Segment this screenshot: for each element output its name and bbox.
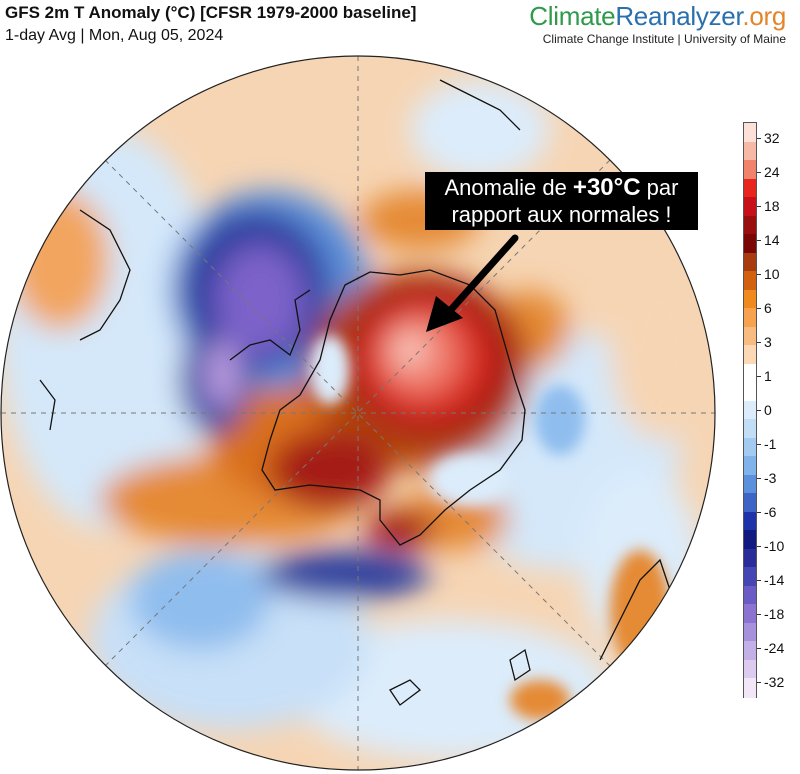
colorbar-tick-mark (757, 614, 761, 615)
colorbar-tick-label: 10 (764, 266, 780, 282)
colorbar-cell (744, 548, 756, 568)
colorbar-tick-mark (757, 648, 761, 649)
colorbar-tick-label: 6 (764, 300, 772, 316)
colorbar-cell (744, 123, 756, 143)
colorbar-tick-label: -3 (764, 470, 777, 486)
colorbar-cell (744, 659, 756, 680)
anomaly-blobs (1, 80, 710, 760)
colorbar-tick-mark (757, 546, 761, 547)
globe-outline (0, 55, 716, 771)
colorbar-cell (744, 567, 756, 587)
colorbar-tick-mark (757, 376, 761, 377)
colorbar-cell (744, 178, 756, 198)
colorbar-tick-mark (757, 682, 761, 683)
annotation-arrow (426, 234, 519, 332)
brand-subline: Climate Change Institute | University of… (542, 32, 786, 46)
colorbar-tick-label: 24 (764, 164, 780, 180)
colorbar-tick-mark (757, 274, 761, 275)
colorbar-cell (744, 234, 756, 254)
colorbar-tick-label: 18 (764, 198, 780, 214)
colorbar-tick-label: 3 (764, 334, 772, 350)
colorbar-cell (744, 289, 756, 309)
annotation-prefix: Anomalie de (444, 175, 573, 200)
colorbar-tick-label: -14 (764, 572, 785, 588)
colorbar-tick-mark (757, 342, 761, 343)
colorbar-tick-label: 32 (764, 130, 780, 146)
colorbar-cell (744, 511, 756, 531)
annotation-line2: rapport aux normales ! (451, 202, 672, 227)
brand-org: .org (742, 1, 786, 31)
colorbar-cell (744, 419, 756, 439)
colorbar-tick-label: -18 (764, 606, 785, 622)
colorbar-tick-mark (757, 206, 761, 207)
colorbar-cell (744, 493, 756, 513)
colorbar-cell (744, 141, 756, 161)
colorbar-cell (744, 308, 756, 328)
colorbar-tick-label: 0 (764, 402, 772, 418)
colorbar-cell (744, 382, 756, 402)
colorbar-cell (744, 604, 756, 624)
colorbar-cell (744, 622, 756, 643)
colorbar-cell (744, 160, 756, 180)
colorbar-cell (744, 326, 756, 346)
colorbar-tick-label: -6 (764, 504, 777, 520)
colorbar-cell (744, 197, 756, 217)
colorbar-cell (744, 345, 756, 365)
colorbar-cell (744, 437, 756, 457)
colorbar-tick-mark (757, 240, 761, 241)
colorbar-tick-mark (757, 580, 761, 581)
colorbar-cell (744, 585, 756, 605)
colorbar-tick-label: -10 (764, 538, 785, 554)
colorbar-tick-label: -24 (764, 640, 785, 656)
brand-logo[interactable]: ClimateReanalyzer.org (529, 1, 786, 32)
map-subtitle: 1-day Avg | Mon, Aug 05, 2024 (5, 27, 224, 44)
colorbar-tick-mark (757, 172, 761, 173)
graticule (1, 56, 715, 770)
colorbar-tick-mark (757, 410, 761, 411)
colorbar-cell (744, 678, 756, 698)
annotation-callout: Anomalie de +30°C par rapport aux normal… (425, 172, 698, 230)
colorbar-cell (744, 530, 756, 550)
colorbar-cell (744, 215, 756, 235)
colorbar-tick-mark (757, 444, 761, 445)
colorbar-tick-mark (757, 512, 761, 513)
colorbar-tick-label: 1 (764, 368, 772, 384)
colorbar-cell (744, 641, 756, 661)
colorbar-cell (744, 474, 756, 494)
colorbar-tick-label: 14 (764, 232, 780, 248)
colorbar-tick-mark (757, 308, 761, 309)
colorbar-cell (744, 400, 756, 420)
colorbar-tick-mark (757, 478, 761, 479)
colorbar-tick-mark (757, 138, 761, 139)
colorbar (743, 122, 757, 698)
colorbar-tick-label: -1 (764, 436, 777, 452)
colorbar-cell (744, 456, 756, 476)
colorbar-cell (744, 252, 756, 272)
brand-reanalyzer: Reanalyzer (615, 1, 743, 31)
colorbar-cell (744, 363, 756, 383)
brand-climate: Climate (529, 1, 616, 31)
colorbar-tick-label: -32 (764, 674, 785, 690)
colorbar-cell (744, 271, 756, 291)
map-title: GFS 2m T Anomaly (°C) [CFSR 1979-2000 ba… (5, 3, 417, 22)
annotation-value: +30°C (572, 174, 641, 201)
annotation-suffix: par (640, 175, 679, 200)
